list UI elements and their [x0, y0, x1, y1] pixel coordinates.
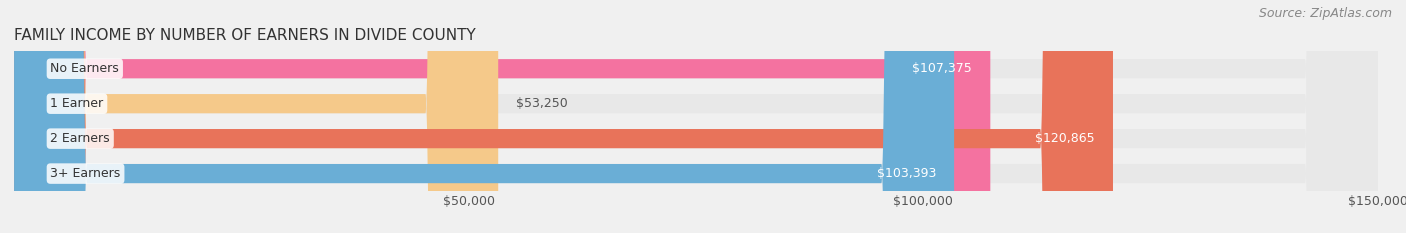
Text: FAMILY INCOME BY NUMBER OF EARNERS IN DIVIDE COUNTY: FAMILY INCOME BY NUMBER OF EARNERS IN DI… — [14, 28, 475, 43]
Text: 2 Earners: 2 Earners — [51, 132, 110, 145]
FancyBboxPatch shape — [14, 0, 498, 233]
Text: No Earners: No Earners — [51, 62, 120, 75]
Text: $120,865: $120,865 — [1035, 132, 1095, 145]
Text: 3+ Earners: 3+ Earners — [51, 167, 121, 180]
FancyBboxPatch shape — [14, 0, 1378, 233]
Text: $103,393: $103,393 — [876, 167, 936, 180]
Text: $53,250: $53,250 — [516, 97, 568, 110]
Text: 1 Earner: 1 Earner — [51, 97, 104, 110]
FancyBboxPatch shape — [14, 0, 1378, 233]
FancyBboxPatch shape — [14, 0, 1114, 233]
FancyBboxPatch shape — [14, 0, 955, 233]
FancyBboxPatch shape — [14, 0, 1378, 233]
Text: $107,375: $107,375 — [912, 62, 972, 75]
Text: Source: ZipAtlas.com: Source: ZipAtlas.com — [1258, 7, 1392, 20]
FancyBboxPatch shape — [14, 0, 990, 233]
FancyBboxPatch shape — [14, 0, 1378, 233]
